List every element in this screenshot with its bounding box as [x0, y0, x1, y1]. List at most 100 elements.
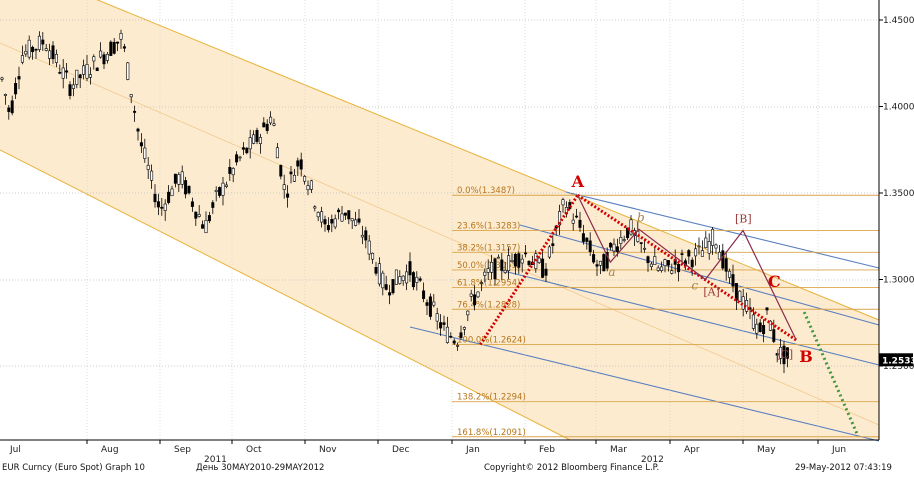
candle-body — [704, 237, 708, 248]
candle — [160, 197, 164, 216]
candle-body — [660, 266, 664, 271]
candle — [462, 326, 466, 336]
candle — [371, 252, 375, 264]
candle — [17, 66, 21, 90]
candle — [680, 249, 684, 263]
candle-body — [476, 291, 480, 298]
candle-body — [687, 250, 691, 257]
candle-body — [99, 50, 103, 58]
candle — [68, 81, 72, 100]
candle-body — [462, 327, 466, 330]
candle-body — [88, 74, 92, 78]
candle — [731, 264, 735, 293]
candle-body — [510, 260, 514, 262]
year-label-0: 2011 — [204, 455, 227, 465]
candle-body — [160, 206, 164, 209]
candle-body — [337, 209, 341, 213]
candle-body — [439, 322, 443, 329]
candle — [61, 59, 65, 89]
candle-body — [241, 147, 245, 150]
candle-body — [262, 122, 266, 128]
candle — [374, 261, 378, 276]
candle-body — [156, 201, 160, 208]
x-tick-label-7: Feb — [539, 445, 555, 455]
candle-body — [48, 50, 52, 59]
candle — [211, 200, 215, 215]
candle-body — [544, 268, 548, 276]
candle-body — [381, 272, 385, 289]
candle — [34, 48, 38, 59]
candle-body — [384, 284, 388, 290]
x-tick-label-9: Apr — [684, 445, 700, 455]
candle-body — [303, 176, 307, 182]
candle-body — [670, 270, 674, 274]
candle — [95, 67, 99, 72]
candle-body — [180, 171, 184, 185]
candle — [347, 210, 351, 225]
candle — [782, 340, 786, 374]
candle-body — [428, 296, 432, 317]
candle — [78, 73, 82, 89]
candle-body — [520, 258, 524, 264]
candle-body — [551, 243, 555, 246]
candle — [7, 104, 11, 120]
candle — [381, 270, 385, 296]
candle — [180, 165, 184, 189]
x-tick-label-1: Aug — [101, 445, 119, 455]
candle-body — [167, 191, 171, 203]
candle-body — [272, 123, 276, 126]
candle-body — [374, 266, 378, 274]
candle — [122, 43, 126, 52]
y-tick-label-1: 1.4000 — [883, 103, 914, 113]
candle-body — [422, 290, 426, 299]
candle — [269, 111, 273, 126]
price-channel — [0, 0, 880, 441]
candle — [350, 218, 354, 229]
candle — [775, 353, 779, 363]
candle — [666, 260, 670, 272]
candle — [187, 185, 191, 195]
candle-body — [707, 241, 711, 254]
candle — [435, 307, 439, 330]
candle-body — [0, 77, 4, 80]
candle — [527, 260, 531, 267]
candle-body — [571, 219, 575, 224]
candle — [493, 257, 497, 286]
candle-body — [146, 164, 150, 170]
candle-body — [547, 246, 551, 258]
candle-body — [575, 215, 579, 218]
candle-body — [44, 48, 48, 51]
y-tick-label-0: 1.4500 — [883, 16, 914, 26]
wave-label-a: a — [608, 265, 615, 279]
candle-body — [357, 218, 361, 223]
candle-body — [588, 240, 592, 252]
candle — [54, 49, 58, 68]
candle-body — [517, 253, 521, 268]
candle — [418, 276, 422, 283]
candle — [401, 275, 405, 286]
candle — [58, 64, 62, 75]
x-tick-label-4: Nov — [319, 445, 337, 455]
candle — [490, 254, 494, 280]
candle — [755, 318, 759, 339]
candle — [605, 247, 609, 272]
candle — [459, 325, 463, 340]
candle-body — [299, 159, 303, 170]
candle — [377, 257, 381, 287]
candle — [649, 262, 653, 271]
candle-body — [228, 167, 232, 174]
candle — [279, 164, 283, 180]
candle — [700, 240, 704, 257]
candle-body — [605, 252, 609, 269]
candle-body — [27, 39, 31, 58]
candle-body — [255, 129, 259, 142]
candle-body — [714, 244, 718, 249]
candle — [758, 319, 762, 333]
candle-body — [680, 253, 684, 255]
candle — [292, 168, 296, 182]
candle — [282, 174, 286, 199]
candle-body — [513, 253, 517, 267]
candle — [316, 211, 320, 222]
year-label-1: 2012 — [641, 455, 664, 465]
candle-body — [578, 219, 582, 228]
